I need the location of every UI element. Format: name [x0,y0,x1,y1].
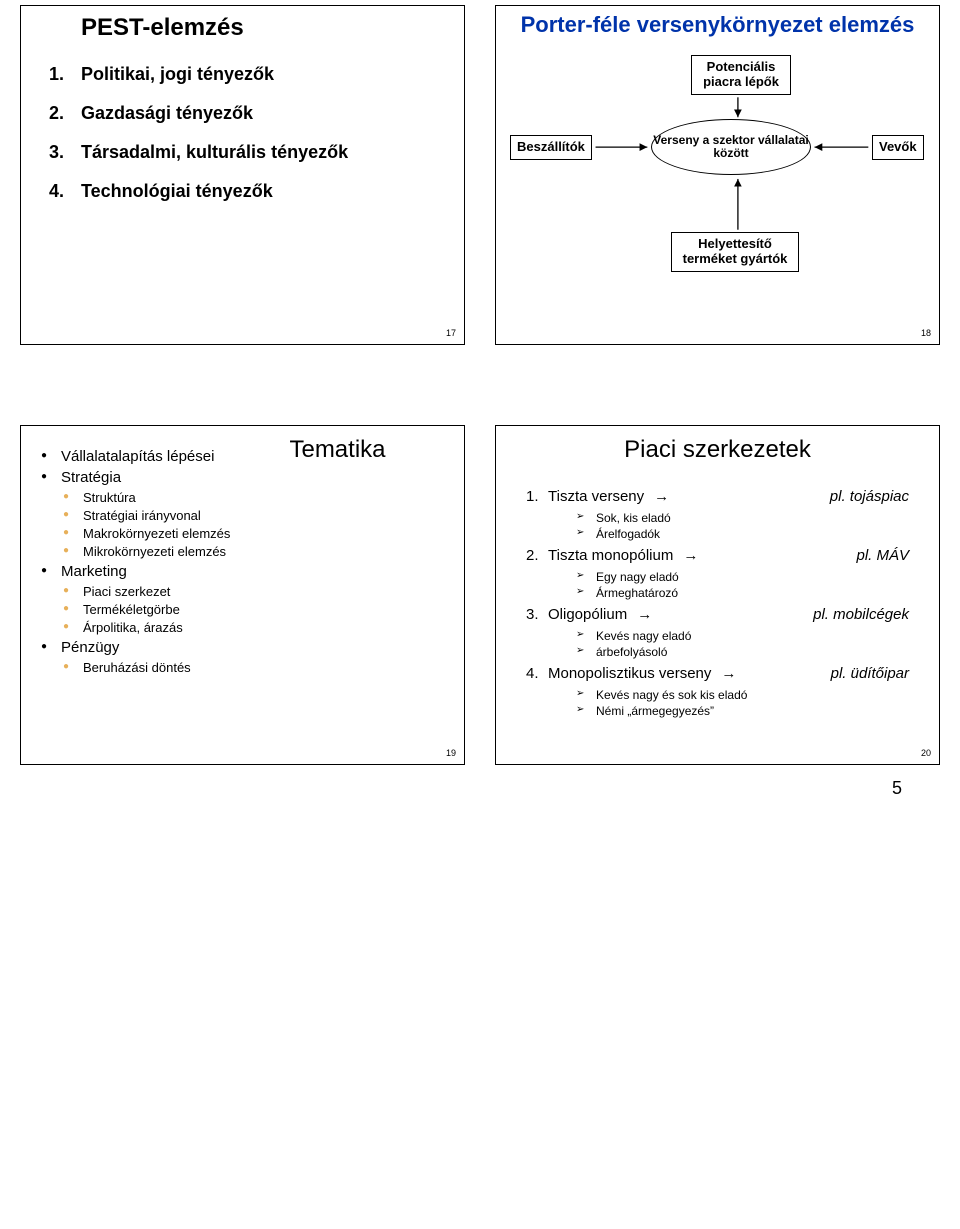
slide-title: PEST-elemzés [21,6,464,42]
pest-item: 3. Társadalmi, kulturális tényezők [49,142,464,163]
item-text: Termékéletgörbe [83,602,180,617]
arrow-icon: → [644,488,679,505]
slide-title: Piaci szerkezetek [496,426,939,464]
item-text: Árpolitika, árazás [83,620,183,635]
row-name: Oligopólium [548,606,627,623]
row-sub: Egy nagy eladó [576,570,929,584]
row-name: Tiszta verseny [548,488,644,505]
row-number: 1. [526,488,548,505]
slide-number: 18 [921,328,931,338]
box-potential-entrants: Potenciális piacra lépők [691,55,791,95]
outline-item-l1: Marketing [41,563,464,580]
outline-item-l2: Termékéletgörbe [63,602,464,617]
slide-title: Porter-féle versenykörnyezet elemzés [496,6,939,37]
sub-text: Egy nagy eladó [596,570,679,584]
row-name: Tiszta monopólium [548,547,673,564]
slide-number: 19 [446,748,456,758]
row-sub: Kevés nagy eladó [576,629,929,643]
arrow-icon: → [673,547,708,564]
outline-item-l1: Stratégia [41,469,464,486]
slide-title: Tematika [221,436,454,464]
item-text: Pénzügy [61,639,119,656]
item-text: Beruházási döntés [83,660,191,675]
sub-text: Kevés nagy és sok kis eladó [596,688,747,702]
outline-item-l2: Beruházási döntés [63,660,464,675]
outline-item-l2: Piaci szerkezet [63,584,464,599]
row-example: pl. üdítőipar [831,665,929,682]
box-substitutes: Helyettesítő terméket gyártók [671,232,799,272]
label: Helyettesítő terméket gyártók [683,236,788,266]
item-number: 1. [49,64,69,85]
slide-20: Piaci szerkezetek 1.Tiszta verseny→pl. t… [495,425,940,765]
ellipse-competition: Verseny a szektor vállalatai között [651,119,811,175]
row-example: pl. mobilcégek [813,606,929,623]
market-row: 4.Monopolisztikus verseny→ pl. üdítőipar [526,665,929,682]
item-number: 2. [49,103,69,124]
item-number: 4. [49,181,69,202]
item-text: Vállalatalapítás lépései [61,448,214,465]
porter-diagram: Potenciális piacra lépők Beszállítók Ver… [496,37,939,297]
item-text: Stratégia [61,469,121,486]
item-text: Makrokörnyezeti elemzés [83,526,230,541]
sub-text: Némi „ármegegyezés” [596,704,714,718]
label: Beszállítók [517,139,585,154]
outline-item-l2: Stratégiai irányvonal [63,508,464,523]
sub-text: árbefolyásoló [596,645,667,659]
outline-item-l2: Árpolitika, árazás [63,620,464,635]
pest-item: 4. Technológiai tényezők [49,181,464,202]
outline-item-l2: Struktúra [63,490,464,505]
sub-text: Sok, kis eladó [596,511,671,525]
item-text: Mikrokörnyezeti elemzés [83,544,226,559]
market-row: 3.Oligopólium→ pl. mobilcégek [526,606,929,623]
item-text: Társadalmi, kulturális tényezők [81,142,348,163]
row-example: pl. MÁV [856,547,929,564]
item-text: Politikai, jogi tényezők [81,64,274,85]
market-row: 2.Tiszta monopólium→ pl. MÁV [526,547,929,564]
sub-text: Ármeghatározó [596,586,678,600]
label: Potenciális piacra lépők [703,59,779,89]
page-footer-number: 5 [892,778,902,799]
pest-item: 2. Gazdasági tényezők [49,103,464,124]
pest-list: 1. Politikai, jogi tényezők 2. Gazdasági té… [21,42,464,202]
row-sub: Sok, kis eladó [576,511,929,525]
outline-item-l1: Pénzügy [41,639,464,656]
item-text: Technológiai tényezők [81,181,273,202]
row-sub: Ármeghatározó [576,586,929,600]
item-text: Struktúra [83,490,136,505]
slide-17: PEST-elemzés 1. Politikai, jogi tényezők 2… [20,5,465,345]
slide-18: Porter-féle versenykörnyezet elemzés Pot… [495,5,940,345]
arrow-icon: → [627,606,662,623]
item-text: Piaci szerkezet [83,584,170,599]
slide-number: 17 [446,328,456,338]
item-text: Gazdasági tényezők [81,103,253,124]
row-sub: Némi „ármegegyezés” [576,704,929,718]
row-number: 4. [526,665,548,682]
row-number: 3. [526,606,548,623]
slide-number: 20 [921,748,931,758]
pest-item: 1. Politikai, jogi tényezők [49,64,464,85]
arrow-icon: → [711,665,746,682]
sub-text: Árelfogadók [596,527,660,541]
item-text: Stratégiai irányvonal [83,508,201,523]
row-sub: árbefolyásoló [576,645,929,659]
item-number: 3. [49,142,69,163]
market-row: 1.Tiszta verseny→ pl. tojáspiac [526,488,929,505]
item-text: Marketing [61,563,127,580]
label: Vevők [879,139,917,154]
row-sub: Árelfogadók [576,527,929,541]
outline-item-l2: Mikrokörnyezeti elemzés [63,544,464,559]
row-number: 2. [526,547,548,564]
box-suppliers: Beszállítók [510,135,592,160]
sub-text: Kevés nagy eladó [596,629,691,643]
label: Verseny a szektor vállalatai között [652,134,810,162]
outline-item-l2: Makrokörnyezeti elemzés [63,526,464,541]
box-buyers: Vevők [872,135,924,160]
row-name: Monopolisztikus verseny [548,665,711,682]
row-example: pl. tojáspiac [830,488,929,505]
slide-19: Tematika Vállalatalapítás lépései Stratég… [20,425,465,765]
row-sub: Kevés nagy és sok kis eladó [576,688,929,702]
market-structures-list: 1.Tiszta verseny→pl. tojáspiacSok, kis e… [496,464,939,718]
